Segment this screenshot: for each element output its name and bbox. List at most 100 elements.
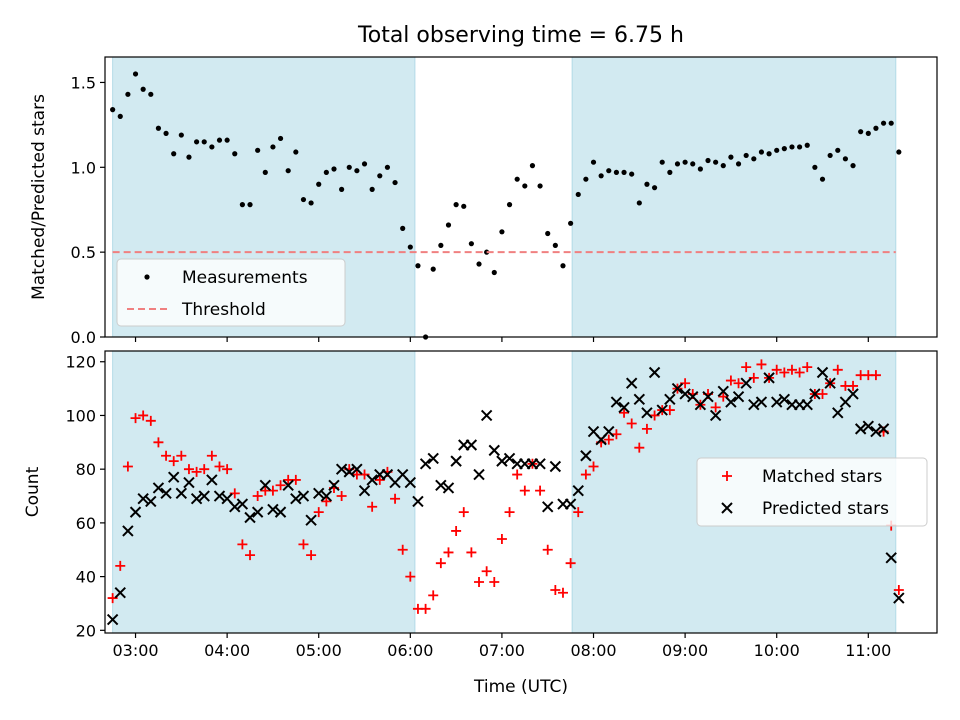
data-point [236,498,249,510]
x-axis-label: Time (UTC) [473,677,568,697]
data-point [709,409,722,422]
data-point [129,506,142,518]
data-point [186,154,192,160]
data-point [461,203,467,209]
data-point [573,507,584,518]
data-point [193,139,200,145]
data-point [755,396,768,408]
data-point [728,154,734,160]
data-point [705,157,711,164]
data-point [191,466,202,477]
data-point [634,442,645,453]
data-point [216,137,223,143]
data-point [361,161,368,167]
data-point [603,434,614,445]
data-point [336,491,347,502]
data-point [664,405,675,416]
data-point [590,159,597,165]
data-point [343,466,355,478]
data-point [427,452,439,465]
y-tick-label: 1.5 [71,73,96,92]
x-tick-label: 10:00 [754,641,800,660]
data-point [504,507,515,518]
top-panel-ratio: 0.0 0.5 1.0 1.5 Matched/Predicted stars Measu… [29,56,938,347]
data-point [697,166,703,172]
data-point [893,592,905,604]
data-point [167,471,180,483]
data-point [545,230,551,237]
data-point [390,493,401,504]
x-tick-label: 08:00 [570,641,616,660]
data-point [130,413,141,424]
data-point [145,495,157,508]
data-point [297,490,310,502]
data-point [354,168,360,174]
data-point [377,173,383,179]
data-point [735,161,742,167]
x-tick-label: 11:00 [845,641,891,660]
data-point [611,429,622,440]
data-point [323,169,329,175]
data-point [282,479,294,491]
data-point [610,396,623,408]
data-point [756,359,767,370]
data-point [682,159,688,165]
data-point [465,439,478,451]
data-point [606,168,612,174]
data-point [549,460,562,473]
series-measurements [110,71,902,340]
data-point [535,485,546,496]
data-point [725,396,737,408]
legend: Matched stars Predicted stars [696,457,928,527]
data-point [320,490,333,502]
data-point [766,151,772,157]
data-point [176,450,187,461]
data-point [499,229,505,235]
data-point [405,571,416,582]
y-tick-label: 100 [65,406,96,425]
y-tick-label: 60 [76,514,96,533]
data-point [117,113,123,119]
data-point [140,86,146,92]
data-point [160,487,172,500]
data-point [848,380,859,391]
legend-label: Matched stars [762,467,882,487]
legend-swatch [144,274,150,280]
data-point [629,171,635,177]
data-point [137,493,149,505]
data-point [743,152,749,159]
data-point [224,137,230,143]
data-point [451,525,462,536]
data-point [369,186,375,192]
data-point [522,183,528,189]
data-point [659,159,665,165]
data-point [435,479,447,491]
data-point [443,547,454,558]
data-point [732,390,745,403]
data-point [199,464,210,475]
data-point [183,476,195,489]
data-point [896,149,902,155]
data-point [491,269,497,276]
data-point [819,176,826,182]
data-point [351,463,363,475]
observing-window-2 [571,56,897,338]
data-point [290,493,302,505]
data-point [183,464,194,475]
data-point [781,146,787,152]
data-point [873,125,879,131]
data-point [489,576,500,587]
data-point [534,458,546,470]
data-point [870,370,881,381]
data-point [519,485,530,496]
data-point [298,539,309,550]
data-point [503,452,516,465]
y-tick-label: 0.5 [71,243,96,262]
data-point [625,377,638,389]
data-point [877,423,890,435]
data-point [885,552,897,564]
series-predicted-stars [106,366,905,626]
data-point [237,539,248,550]
data-point [313,487,325,500]
data-point [496,534,507,544]
